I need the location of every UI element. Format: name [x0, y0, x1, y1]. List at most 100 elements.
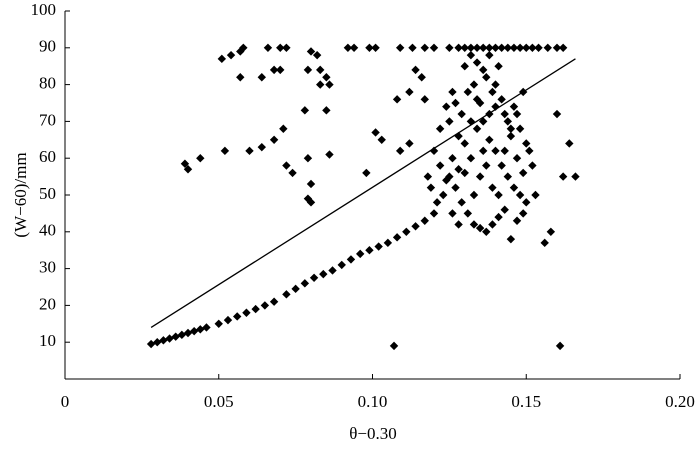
point — [349, 43, 359, 52]
point — [202, 323, 211, 332]
point — [531, 190, 540, 200]
point — [291, 284, 300, 294]
point — [196, 325, 205, 334]
y-tick-label: 70 — [39, 110, 56, 129]
point — [429, 209, 439, 218]
point — [491, 80, 500, 89]
point — [497, 43, 506, 52]
point — [445, 117, 454, 126]
point — [457, 109, 466, 119]
point — [479, 65, 488, 75]
point — [306, 179, 316, 189]
point — [506, 124, 516, 133]
point — [451, 183, 460, 192]
point — [555, 341, 565, 351]
point — [420, 216, 429, 225]
point — [442, 176, 451, 185]
point — [392, 233, 402, 242]
point — [442, 102, 451, 111]
point — [522, 198, 531, 207]
point — [383, 238, 393, 248]
point — [223, 315, 233, 325]
point — [183, 165, 193, 174]
point — [503, 117, 512, 126]
point — [445, 43, 454, 52]
point — [482, 161, 491, 170]
point — [435, 124, 445, 133]
point — [282, 290, 291, 299]
point — [257, 73, 266, 82]
point — [319, 269, 328, 279]
point — [309, 273, 319, 282]
point — [196, 154, 205, 163]
point — [420, 43, 429, 52]
y-tick-label: 60 — [39, 147, 56, 166]
point — [276, 43, 285, 52]
point — [177, 330, 187, 340]
point — [515, 190, 525, 200]
point — [494, 190, 503, 200]
point — [509, 183, 519, 192]
point — [482, 73, 491, 82]
point — [300, 106, 310, 115]
point — [509, 102, 519, 111]
point — [389, 341, 399, 351]
point — [146, 339, 156, 349]
point — [346, 255, 356, 264]
point — [189, 326, 199, 336]
point — [460, 139, 469, 148]
y-tick-label: 40 — [39, 221, 56, 240]
y-tick-label: 30 — [39, 258, 56, 277]
point — [316, 65, 325, 75]
point — [183, 328, 193, 338]
y-tick-label: 100 — [31, 0, 57, 19]
point — [233, 312, 242, 321]
point — [226, 50, 236, 60]
x-tick-label: 0.05 — [204, 392, 234, 411]
point — [466, 43, 476, 52]
point — [365, 246, 374, 255]
point — [180, 159, 190, 168]
point — [494, 212, 503, 222]
point — [497, 161, 506, 170]
point — [512, 154, 522, 163]
point — [171, 332, 180, 341]
point — [411, 222, 420, 231]
point — [463, 209, 473, 218]
point — [236, 73, 245, 82]
point — [392, 95, 402, 104]
point — [494, 62, 503, 71]
point — [571, 172, 580, 181]
point — [260, 301, 270, 310]
point — [500, 146, 509, 156]
point — [269, 65, 279, 75]
point — [488, 87, 497, 97]
point — [165, 334, 174, 343]
point — [306, 198, 316, 207]
point — [472, 95, 482, 104]
point — [497, 95, 506, 104]
point — [374, 242, 383, 251]
point — [279, 124, 288, 133]
point — [408, 43, 417, 52]
point — [518, 168, 528, 178]
point — [485, 135, 494, 144]
point — [540, 238, 549, 248]
point — [479, 43, 488, 52]
point — [469, 80, 479, 89]
point — [463, 87, 473, 97]
point — [454, 43, 463, 52]
point — [343, 43, 353, 52]
point — [503, 43, 512, 52]
point — [362, 168, 371, 178]
point — [426, 183, 436, 192]
point — [402, 227, 411, 236]
point — [420, 95, 429, 104]
point — [466, 154, 476, 163]
point — [512, 216, 522, 225]
point — [448, 154, 457, 163]
point — [337, 260, 346, 270]
point — [482, 227, 491, 236]
